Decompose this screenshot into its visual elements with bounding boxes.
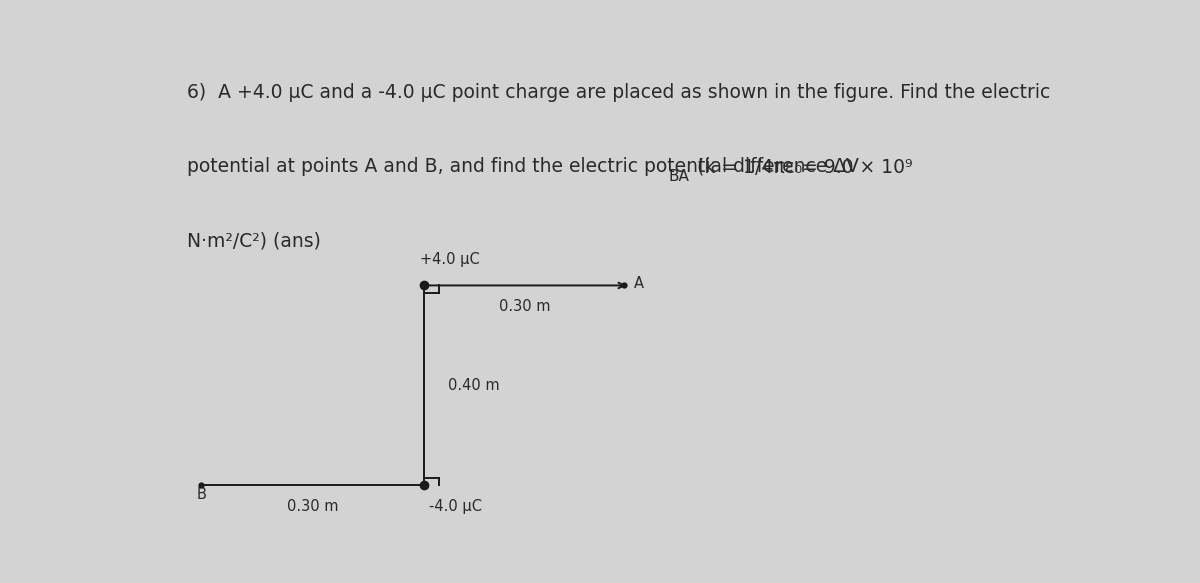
Text: N·m²/C²) (ans): N·m²/C²) (ans) bbox=[187, 231, 322, 251]
Text: -4.0 μC: -4.0 μC bbox=[430, 498, 482, 514]
Text: 0.30 m: 0.30 m bbox=[287, 498, 338, 514]
Text: (k = 1/4πε₀= 9.0 × 10⁹: (k = 1/4πε₀= 9.0 × 10⁹ bbox=[691, 157, 913, 177]
Text: potential at points A and B, and find the electric potential difference ΔV: potential at points A and B, and find th… bbox=[187, 157, 859, 177]
Text: +4.0 μC: +4.0 μC bbox=[420, 252, 480, 268]
Text: B: B bbox=[197, 487, 206, 503]
Text: 0.30 m: 0.30 m bbox=[498, 299, 550, 314]
Text: BA: BA bbox=[668, 168, 690, 184]
Text: 6)  A +4.0 μC and a -4.0 μC point charge are placed as shown in the figure. Find: 6) A +4.0 μC and a -4.0 μC point charge … bbox=[187, 83, 1050, 103]
Text: A: A bbox=[634, 276, 643, 291]
Text: 0.40 m: 0.40 m bbox=[448, 378, 499, 393]
